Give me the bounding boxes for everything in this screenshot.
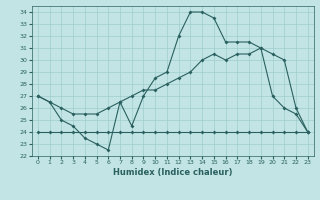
X-axis label: Humidex (Indice chaleur): Humidex (Indice chaleur) [113,168,233,177]
